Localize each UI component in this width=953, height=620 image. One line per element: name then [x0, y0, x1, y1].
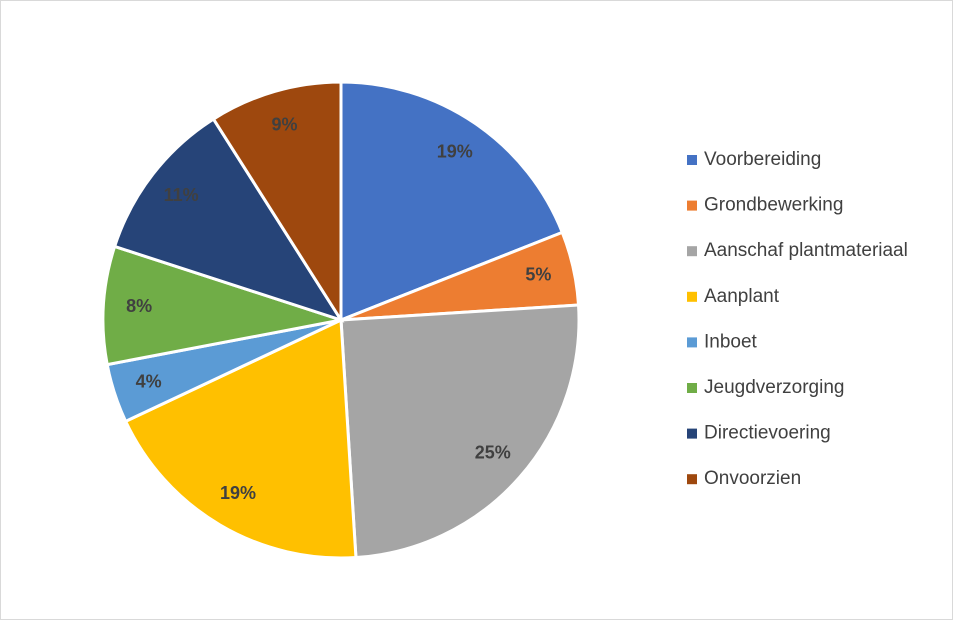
legend-swatch [687, 200, 697, 211]
data-label: 9% [272, 114, 298, 134]
legend-swatch [687, 428, 697, 439]
legend-label: Jeugdverzorging [704, 377, 844, 398]
legend-swatch [687, 246, 697, 257]
data-label: 19% [437, 141, 473, 161]
pie-slice [339, 303, 581, 560]
legend-label: Directievoering [704, 423, 831, 444]
data-label: 4% [136, 371, 162, 391]
legend-label: Inboet [704, 331, 758, 352]
legend-swatch [687, 474, 697, 485]
pie-slice [112, 116, 345, 323]
pie-slice [123, 317, 358, 560]
legend-label: Aanplant [704, 286, 780, 307]
pie-slice [339, 80, 565, 323]
legend-swatch [687, 337, 697, 348]
pie-slice [101, 244, 342, 367]
legend-label: Aanschaf plantmateriaal [704, 240, 908, 261]
data-label: 5% [525, 265, 551, 285]
data-label: 19% [220, 483, 256, 503]
data-label: 25% [475, 443, 511, 463]
legend-swatch [687, 383, 697, 393]
data-label: 11% [164, 185, 199, 205]
legend-label: Onvoorzien [704, 468, 801, 489]
pie-slice [211, 80, 343, 326]
legend-swatch [687, 291, 697, 302]
legend-label: Voorbereiding [704, 149, 821, 170]
data-label: 8% [126, 296, 152, 316]
legend-swatch [687, 155, 697, 165]
legend-label: Grondbewerking [704, 195, 843, 216]
